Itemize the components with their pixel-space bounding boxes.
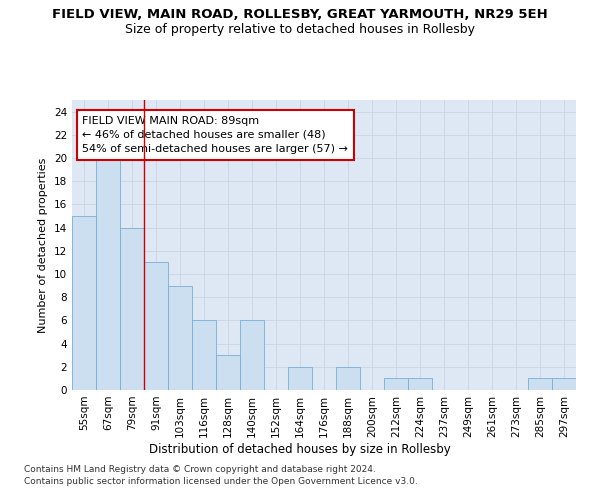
Text: Contains HM Land Registry data © Crown copyright and database right 2024.: Contains HM Land Registry data © Crown c… — [24, 466, 376, 474]
Bar — [120, 228, 144, 390]
Bar — [240, 320, 264, 390]
Bar — [336, 367, 360, 390]
Bar — [552, 378, 576, 390]
Bar — [192, 320, 216, 390]
Bar — [168, 286, 192, 390]
Y-axis label: Number of detached properties: Number of detached properties — [38, 158, 49, 332]
Text: Distribution of detached houses by size in Rollesby: Distribution of detached houses by size … — [149, 442, 451, 456]
Bar — [384, 378, 408, 390]
Text: FIELD VIEW MAIN ROAD: 89sqm
← 46% of detached houses are smaller (48)
54% of sem: FIELD VIEW MAIN ROAD: 89sqm ← 46% of det… — [82, 116, 348, 154]
Text: Contains public sector information licensed under the Open Government Licence v3: Contains public sector information licen… — [24, 477, 418, 486]
Bar — [528, 378, 552, 390]
Bar — [288, 367, 312, 390]
Bar — [72, 216, 96, 390]
Text: Size of property relative to detached houses in Rollesby: Size of property relative to detached ho… — [125, 22, 475, 36]
Bar — [408, 378, 432, 390]
Bar — [216, 355, 240, 390]
Bar — [144, 262, 168, 390]
Bar — [96, 158, 120, 390]
Text: FIELD VIEW, MAIN ROAD, ROLLESBY, GREAT YARMOUTH, NR29 5EH: FIELD VIEW, MAIN ROAD, ROLLESBY, GREAT Y… — [52, 8, 548, 20]
